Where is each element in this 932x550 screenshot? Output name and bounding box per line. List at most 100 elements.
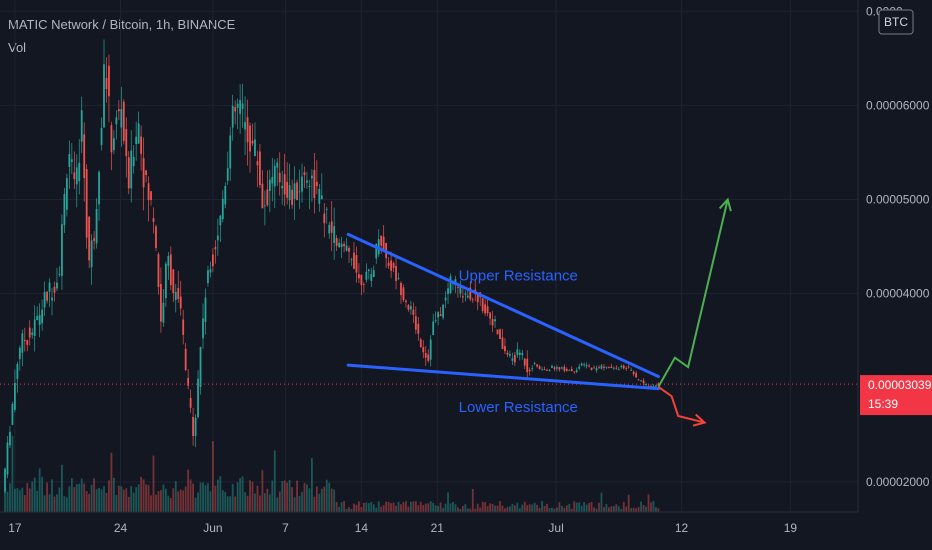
candle-body [484,304,487,314]
volume-bar [412,501,415,512]
volume-bar [51,479,53,512]
candle-body [293,183,296,199]
candle-body [553,367,556,369]
volume-bar [385,501,388,512]
volume-bar [160,490,162,512]
volume-bar [199,482,202,512]
volume-bar [330,488,333,512]
volume-bar [650,502,652,512]
candle-body [229,135,232,169]
volume-bar [620,508,623,512]
volume-bar [9,483,11,512]
candle-body [172,269,175,294]
volume-label: Vol [8,40,27,55]
volume-bar [494,505,496,512]
volume-bar [622,501,625,512]
candle-body [395,266,397,281]
volume-bar [214,485,217,512]
candle-body [296,182,298,200]
candle-body [130,150,133,189]
volume-bar [454,504,457,512]
candle-body [635,373,638,378]
candle-body [350,259,353,261]
candle-body [28,327,31,338]
candle-body [256,161,259,166]
volume-bar [558,502,561,512]
volume-bar [429,501,432,512]
candle-body [400,282,402,296]
candle-body [83,134,86,179]
candle-body [184,348,187,370]
volume-bar [83,483,86,512]
volume-bar [182,490,185,512]
volume-bar [575,502,578,512]
volume-bar [439,502,442,512]
candle-body [33,319,36,336]
candle-body [461,296,464,298]
time-tick-label: Jun [203,521,222,535]
volume-bar [464,504,467,512]
volume-bar [38,468,41,512]
volume-bar [281,481,284,512]
candle-body [491,318,494,326]
candle-body [286,181,289,198]
candle-body [518,352,521,355]
candle-body [630,369,633,371]
last-price-value: 0.00003039 [868,378,932,392]
volume-bar [31,481,34,512]
currency-badge[interactable]: BTC [878,9,914,35]
candle-body [78,162,81,182]
candle-body [424,353,427,358]
volume-bar [271,480,274,512]
volume-bar [61,464,63,512]
volume-bar [115,495,118,512]
candle-body [459,285,462,294]
price-axis[interactable] [858,0,932,512]
volume-bar [578,502,581,512]
candle-body [189,397,192,408]
volume-bar [471,488,474,512]
candle-body [499,329,501,339]
volume-bar [75,484,78,512]
time-axis[interactable] [0,512,858,550]
volume-bar [95,489,98,512]
volume-bar [637,507,640,512]
volume-bar [615,504,618,512]
volume-bar [41,476,44,512]
volume-bar [125,488,128,512]
volume-bar [219,476,222,512]
volume-bar [251,481,254,512]
candle-body [640,380,642,382]
volume-bar [207,483,209,512]
volume-bar [461,506,464,512]
candle-body [80,110,83,142]
volume-bar [68,486,71,512]
candle-body [261,183,264,209]
lower-resistance-label: Lower Resistance [459,399,578,416]
candle-body [489,312,491,319]
volume-bar [90,484,93,512]
candle-body [221,198,224,220]
candle-body [655,385,657,387]
volume-bar [640,501,642,512]
volume-bar [652,500,655,512]
volume-bar [397,501,400,512]
volume-bar [486,506,489,512]
candle-body [481,298,484,312]
volume-bar [261,470,264,512]
candle-body [263,205,266,207]
volume-bar [325,479,328,512]
lower-resistance-line [346,363,660,391]
volume-bar [580,505,583,512]
volume-bar [632,507,635,512]
volume-bar [113,477,115,512]
time-tick-label: 17 [8,521,22,535]
candle-body [328,224,331,234]
candle-body [271,177,274,184]
candle-body [214,247,217,250]
candle-body [273,165,276,187]
candle-body [182,319,185,335]
candle-body [246,117,249,143]
candle-body [513,355,516,363]
